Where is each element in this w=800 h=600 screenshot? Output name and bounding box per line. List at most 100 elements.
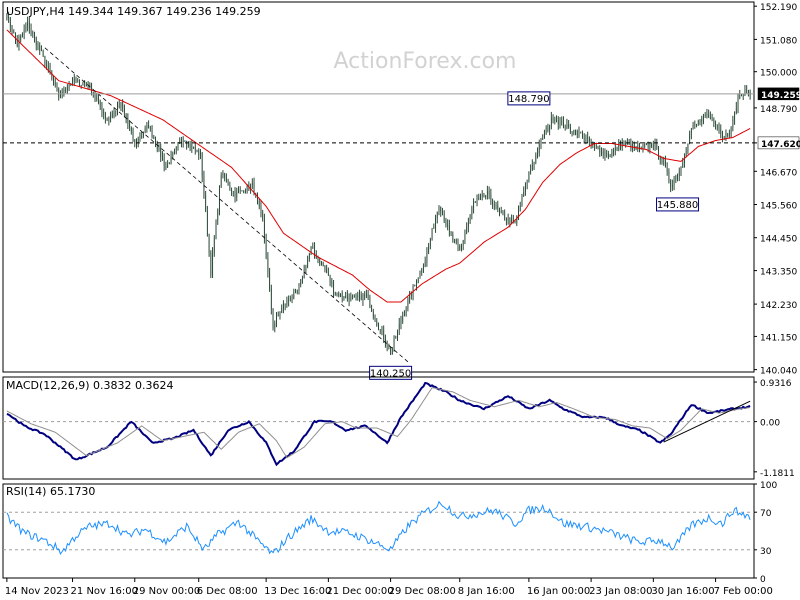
candle-body <box>609 155 611 158</box>
candle-body <box>625 142 627 145</box>
rsi-pane-title: RSI(14) 65.1730 <box>6 485 95 498</box>
candle-body <box>512 219 514 222</box>
candle-body <box>557 120 559 125</box>
candle-body <box>502 212 504 215</box>
candle-body <box>53 77 54 83</box>
candle-body <box>696 123 697 125</box>
candle-body <box>678 171 680 176</box>
candle-body <box>531 165 533 170</box>
candle-body <box>711 118 713 120</box>
candle-body <box>521 196 523 206</box>
macd-pane-title: MACD(12,26,9) 0.3832 0.3624 <box>6 379 174 392</box>
candle-body <box>412 286 414 296</box>
candle-body <box>177 143 179 147</box>
candle-body <box>480 196 481 198</box>
candle-body <box>75 80 77 81</box>
candle-body <box>151 127 153 137</box>
candle-body <box>474 201 476 203</box>
y-tick-label: 70 <box>760 509 772 519</box>
candle-body <box>371 308 372 312</box>
candle-body <box>207 211 208 236</box>
candle-body <box>410 294 412 296</box>
candle-body <box>540 139 542 144</box>
candle-body <box>730 127 732 135</box>
candle-body <box>379 329 381 330</box>
x-tick-label: 7 Feb 00:00 <box>714 586 773 597</box>
candle-body <box>153 136 155 139</box>
candle-body <box>137 138 139 143</box>
candle-body <box>741 95 742 96</box>
candle-body <box>319 258 321 264</box>
candle-body <box>291 298 293 302</box>
candle-body <box>336 293 338 295</box>
price-tag-label: 149.259 <box>761 91 800 101</box>
candle-body <box>402 316 404 321</box>
pane-frame <box>2 376 755 480</box>
candle-body <box>421 270 423 272</box>
moving-average-line <box>6 29 751 303</box>
candle-body <box>49 67 51 74</box>
candle-body <box>289 301 291 302</box>
candle-body <box>87 85 89 89</box>
candle-body <box>23 29 25 35</box>
candle-body <box>455 239 457 243</box>
candle-body <box>601 152 602 154</box>
candle-body <box>483 194 485 197</box>
candle-body <box>134 139 136 143</box>
candle-body <box>433 227 435 229</box>
candle-body <box>746 90 748 91</box>
candle-body <box>652 145 654 147</box>
candle-body <box>677 175 678 177</box>
candle-body <box>345 295 347 298</box>
candle-body <box>267 257 269 273</box>
candle-body <box>322 262 324 267</box>
candle-body <box>703 114 704 119</box>
candle-body <box>276 316 277 324</box>
candle-body <box>735 107 737 114</box>
x-tick-label: 21 Dec 00:00 <box>326 586 393 597</box>
candle-body <box>661 160 663 163</box>
candle-body <box>649 143 651 148</box>
x-tick-label: 13 Dec 16:00 <box>264 586 331 597</box>
candle-body <box>47 66 49 68</box>
candle-body <box>352 296 353 298</box>
candle-body <box>602 151 604 154</box>
candle-body <box>348 297 350 301</box>
candle-body <box>367 294 369 298</box>
candle-body <box>651 143 652 147</box>
candle-body <box>644 144 646 147</box>
candle-body <box>504 214 506 220</box>
candle-body <box>576 130 578 135</box>
y-tick-label: 141.150 <box>760 333 797 343</box>
candle-body <box>262 212 264 220</box>
y-tick-label: 143.350 <box>760 268 797 278</box>
candle-body <box>604 151 606 156</box>
candle-body <box>118 105 120 107</box>
candle-body <box>132 130 134 140</box>
candle-body <box>506 219 507 221</box>
candle-body <box>8 17 9 19</box>
candle-body <box>537 152 538 155</box>
candle-body <box>162 156 163 159</box>
candle-body <box>445 220 447 225</box>
macd-signal-line <box>6 387 751 459</box>
candle-body <box>525 183 526 193</box>
candle-body <box>72 77 73 84</box>
candle-body <box>362 295 364 301</box>
candle-body <box>295 291 296 293</box>
y-tick-label: 0.00 <box>760 419 780 429</box>
candle-body <box>222 172 224 176</box>
candle-body <box>30 29 32 33</box>
candle-body <box>436 211 438 219</box>
candle-body <box>277 315 279 317</box>
candle-body <box>158 147 160 150</box>
candle-body <box>274 323 276 328</box>
candle-body <box>6 15 8 19</box>
candle-body <box>288 300 289 302</box>
candle-body <box>245 191 246 193</box>
price-tag-label: 147.620 <box>761 140 800 150</box>
candle-body <box>488 191 490 194</box>
candle-body <box>20 36 22 40</box>
